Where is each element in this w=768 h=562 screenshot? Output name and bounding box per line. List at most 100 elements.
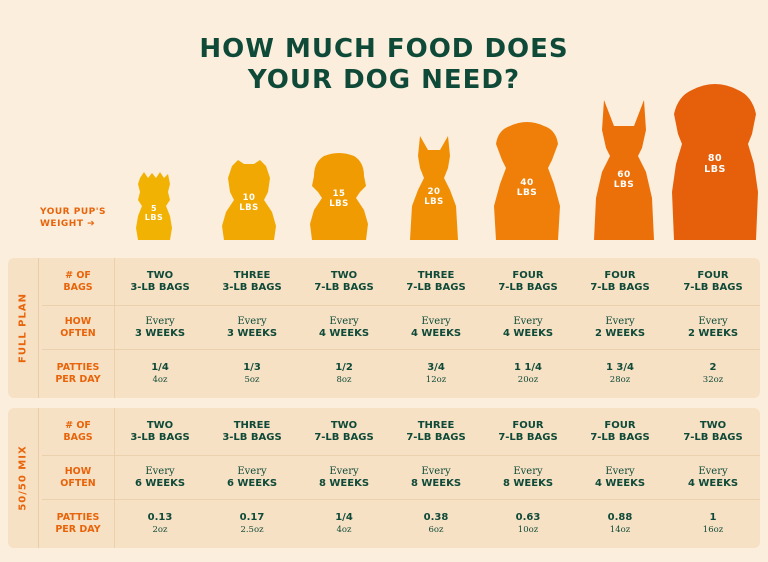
patties-cell: 1/4 4oz [151,362,169,385]
dog-silhouette-10lbs: 10 LBS [218,158,280,242]
dog-icon [136,172,172,240]
dog-weight-number: 5 [150,204,158,213]
dog-weight-unit: LBS [424,196,444,207]
bags-cell: THREE 3-LB BAGS [222,270,282,293]
patties-row: PATTIES PER DAY 0.13 2oz 0.17 2.5oz 1/4 4oz… [42,500,760,548]
dog-weight-number: 60 [617,170,631,180]
dog-weight-unit: LBS [144,213,164,223]
page-title: HOW MUCH FOOD DOES YOUR DOG NEED? [0,34,768,96]
patties-row-label: PATTIES PER DAY [55,362,101,385]
patties-cell: 2 32oz [702,362,724,385]
bags-cell: THREE 3-LB BAGS [222,420,282,443]
weight-row-label: YOUR PUP'S WEIGHT ➔ [40,206,120,230]
bags-cell: TWO 3-LB BAGS [130,420,190,443]
dog-silhouette-5lbs: 5 LBS [132,170,176,242]
row-divider [42,349,760,350]
bags-cell: FOUR 7-LB BAGS [498,420,558,443]
bags-row-label: # OF BAGS [63,420,93,443]
often-cell: Every 6 WEEKS [226,466,278,489]
bags-cell: TWO 7-LB BAGS [314,270,374,293]
dog-weight-number: 40 [520,178,534,188]
often-cell: Every 2 WEEKS [687,316,739,339]
full-plan-grid: # OF BAGS TWO 3-LB BAGS THREE 3-LB BAGS TW… [42,258,760,398]
often-cell: Every 3 WEEKS [134,316,186,339]
bags-cell: THREE 7-LB BAGS [406,420,466,443]
dog-icon [410,136,458,240]
dog-weight-unit: LBS [329,198,349,209]
bags-cell: FOUR 7-LB BAGS [590,270,650,293]
bags-cell: FOUR 7-LB BAGS [498,270,558,293]
weight-label-line-1: YOUR PUP'S [40,207,106,217]
bags-cell: TWO 7-LB BAGS [314,420,374,443]
patties-row: PATTIES PER DAY 1/4 4oz 1/3 5oz 1/2 8oz 3/4… [42,350,760,398]
dog-weight-number: 80 [707,153,723,164]
dog-icon [594,100,654,240]
often-cell: Every 2 WEEKS [594,316,646,339]
patties-row-label: PATTIES PER DAY [55,512,101,535]
often-cell: Every 4 WEEKS [502,316,554,339]
dog-weight-number: 10 [242,193,256,203]
bags-cell: FOUR 7-LB BAGS [590,420,650,443]
dog-body-shape [310,153,368,240]
dog-silhouette-20lbs: 20 LBS [408,134,460,242]
often-cell: Every 4 WEEKS [410,316,462,339]
often-cell: Every 6 WEEKS [134,466,186,489]
title-line-2: YOUR DOG NEED? [247,65,521,95]
patties-cell: 1/4 4oz [335,512,353,535]
dog-weight-unit: LBS [613,180,635,191]
panel-side-label: FULL PLAN [8,258,39,398]
bags-row: # OF BAGS TWO 3-LB BAGS THREE 3-LB BAGS TW… [42,408,760,456]
dog-silhouette-60lbs: 60 LBS [592,98,656,242]
often-cell: Every 8 WEEKS [502,466,554,489]
often-row-label: HOW OFTEN [60,316,96,339]
patties-cell: 0.88 14oz [607,512,633,535]
dog-weight-number: 20 [427,187,441,197]
row-divider [42,499,760,500]
full-plan-label: FULL PLAN [17,293,29,363]
panel-side-label: 50/50 MIX [8,408,39,548]
often-cell: Every 4 WEEKS [687,466,739,489]
often-row: HOW OFTEN Every 3 WEEKS Every 3 WEEKS Ever… [42,306,760,350]
patties-cell: 0.38 6oz [423,512,449,535]
often-cell: Every 8 WEEKS [410,466,462,489]
column-divider [114,408,115,548]
mix-plan-grid: # OF BAGS TWO 3-LB BAGS THREE 3-LB BAGS TW… [42,408,760,548]
dog-icon [672,84,758,240]
bags-row-label: # OF BAGS [63,270,93,293]
dog-body-shape [222,160,276,240]
title-line-1: HOW MUCH FOOD DOES [199,34,569,64]
dog-body-shape [494,122,560,240]
row-divider [42,455,760,456]
often-cell: Every 8 WEEKS [318,466,370,489]
often-row: HOW OFTEN Every 6 WEEKS Every 6 WEEKS Ever… [42,456,760,500]
often-cell: Every 4 WEEKS [318,316,370,339]
dog-weight-unit: LBS [239,202,259,213]
dog-weight-unit: LBS [516,188,538,199]
patties-cell: 1 1/4 20oz [513,362,542,385]
often-cell: Every 4 WEEKS [594,466,646,489]
bags-cell: TWO 3-LB BAGS [130,270,190,293]
dog-icon [494,122,560,240]
patties-cell: 0.13 2oz [147,512,173,535]
dog-weight-unit: LBS [704,163,726,175]
patties-cell: 0.17 2.5oz [239,512,265,535]
bags-cell: FOUR 7-LB BAGS [683,270,743,293]
dog-silhouette-15lbs: 15 LBS [306,152,372,242]
patties-cell: 0.63 10oz [515,512,541,535]
often-cell: Every 3 WEEKS [226,316,278,339]
bags-row: # OF BAGS TWO 3-LB BAGS THREE 3-LB BAGS TW… [42,258,760,306]
often-row-label: HOW OFTEN [60,466,96,489]
patties-cell: 3/4 12oz [425,362,447,385]
dog-body-shape [594,100,654,240]
patties-cell: 1/2 8oz [335,362,353,385]
dog-body-shape [672,84,758,240]
bags-cell: TWO 7-LB BAGS [683,420,743,443]
full-plan-panel: FULL PLAN # OF BAGS TWO 3-LB BAGS THREE 3-… [8,258,760,398]
dog-silhouette-40lbs: 40 LBS [492,120,562,242]
mix-plan-panel: 50/50 MIX # OF BAGS TWO 3-LB BAGS THREE 3-… [8,408,760,548]
dog-body-shape [136,172,172,240]
dog-icon [310,153,368,240]
row-divider [42,305,760,306]
patties-cell: 1 3/4 28oz [605,362,634,385]
bags-cell: THREE 7-LB BAGS [406,270,466,293]
